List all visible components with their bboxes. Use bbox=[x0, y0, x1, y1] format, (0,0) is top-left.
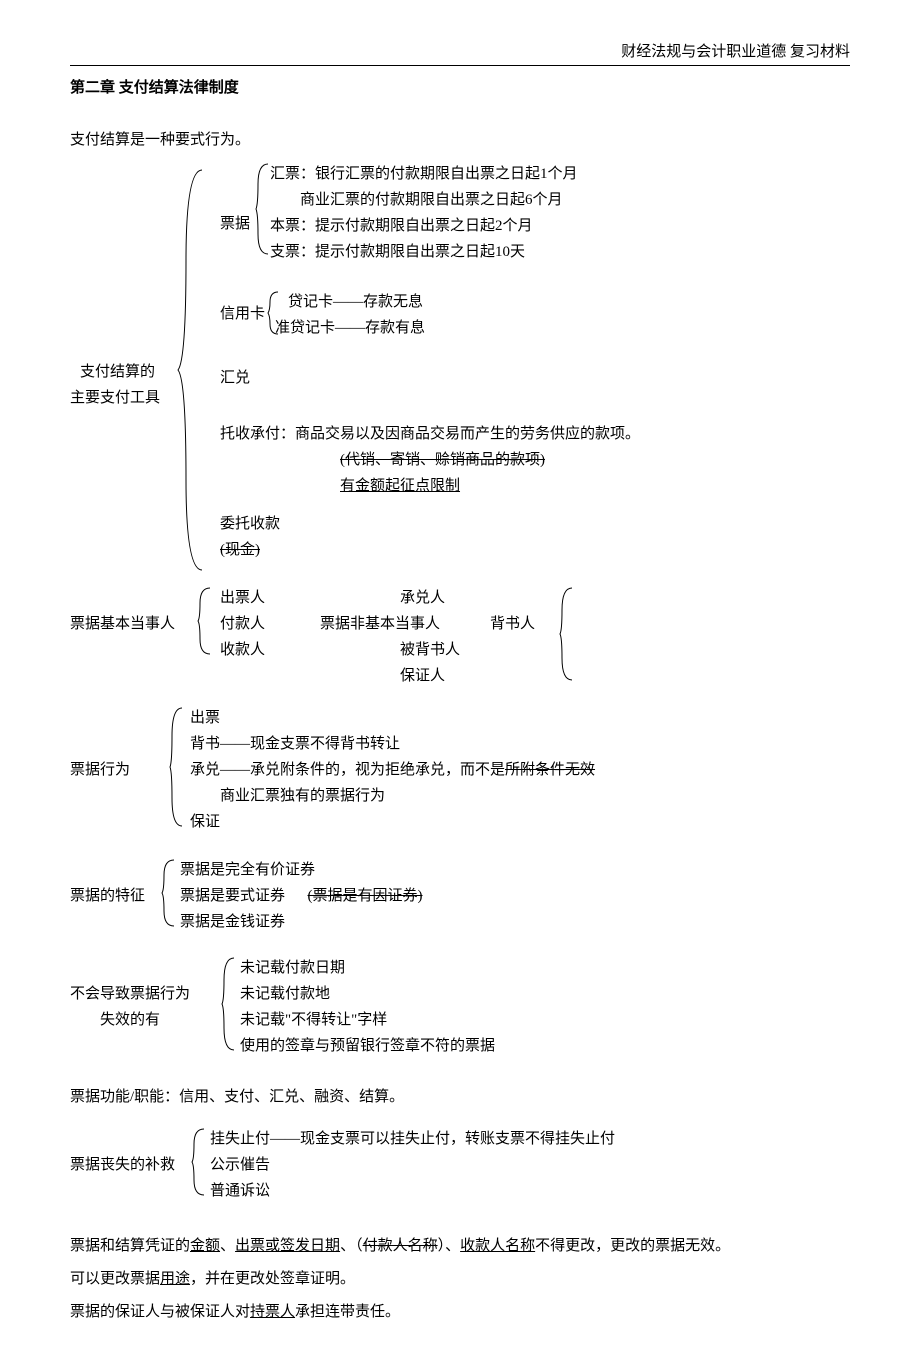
act4: 保证 bbox=[190, 810, 220, 831]
tools-label1: 支付结算的 bbox=[80, 360, 155, 381]
brace-noinv bbox=[222, 958, 238, 1050]
remedy2: 公示催告 bbox=[210, 1153, 270, 1174]
brace-feat bbox=[162, 860, 178, 926]
chapter-title: 第二章 支付结算法律制度 bbox=[70, 76, 850, 97]
act3: 承兑——承兑附条件的，视为拒绝承兑，而不是所附条件无效 bbox=[190, 758, 595, 779]
nb2: 背书人 bbox=[490, 612, 535, 633]
feat1: 票据是完全有价证券 bbox=[180, 858, 315, 879]
huipiao-line2: 商业汇票的付款期限自出票之日起6个月 bbox=[300, 188, 563, 209]
remedy3: 普通诉讼 bbox=[210, 1179, 270, 1200]
bottom-line2: 可以更改票据用途，并在更改处签章证明。 bbox=[70, 1266, 850, 1293]
zhipiao-line: 支票：提示付款期限自出票之日起10天 bbox=[270, 240, 525, 261]
acts-label: 票据行为 bbox=[70, 758, 130, 779]
huipiao-line1: 汇票：银行汇票的付款期限自出票之日起1个月 bbox=[270, 162, 578, 183]
feat-label: 票据的特征 bbox=[70, 884, 145, 905]
xinyongka-label: 信用卡 bbox=[220, 302, 265, 323]
page-header: 财经法规与会计职业道德 复习材料 bbox=[70, 40, 850, 61]
noinv-label2: 失效的有 bbox=[100, 1008, 160, 1029]
zhundaiji-line: 准贷记卡——存款有息 bbox=[275, 316, 425, 337]
noinv3: 未记载"不得转让"字样 bbox=[240, 1008, 387, 1029]
weituo-cash: (现金) bbox=[220, 538, 260, 559]
brace-remedy bbox=[192, 1129, 208, 1195]
benpiao-line: 本票：提示付款期限自出票之日起2个月 bbox=[270, 214, 533, 235]
nb4: 保证人 bbox=[400, 664, 445, 685]
huidui-label: 汇兑 bbox=[220, 366, 250, 387]
nonbasic-label: 票据非基本当事人 bbox=[320, 612, 440, 633]
basic2: 付款人 bbox=[220, 612, 265, 633]
bottom-line1: 票据和结算凭证的金额、出票或签发日期、（付款人名称）、收款人名称不得更改，更改的… bbox=[70, 1233, 850, 1260]
noinv2: 未记载付款地 bbox=[240, 982, 330, 1003]
noinv-label1: 不会导致票据行为 bbox=[70, 982, 190, 1003]
piaoju-label: 票据 bbox=[220, 212, 250, 233]
act3-sub: 商业汇票独有的票据行为 bbox=[220, 784, 385, 805]
noinv4: 使用的签章与预留银行签章不符的票据 bbox=[240, 1034, 495, 1055]
remedy-label: 票据丧失的补救 bbox=[70, 1153, 175, 1174]
nb3: 被背书人 bbox=[400, 638, 460, 659]
functions-line: 票据功能/职能：信用、支付、汇兑、融资、结算。 bbox=[70, 1084, 850, 1111]
brace-acts bbox=[170, 708, 186, 826]
tools-label2: 主要支付工具 bbox=[70, 386, 160, 407]
daijika-line: 贷记卡——存款无息 bbox=[288, 290, 423, 311]
tuoshou-limit: 有金额起征点限制 bbox=[340, 474, 460, 495]
weituo-label: 委托收款 bbox=[220, 512, 280, 533]
nb1: 承兑人 bbox=[400, 586, 445, 607]
act2: 背书——现金支票不得背书转让 bbox=[190, 732, 400, 753]
tuoshou-line: 托收承付：商品交易以及因商品交易而产生的劳务供应的款项。 bbox=[220, 422, 640, 443]
brace-nonbasic bbox=[560, 588, 576, 680]
tuoshou-strike: (代销、寄销、赊销商品的款项) bbox=[340, 448, 545, 469]
feat2: 票据是要式证券 (票据是有因证券) bbox=[180, 884, 423, 905]
basic-label: 票据基本当事人 bbox=[70, 612, 175, 633]
bottom-line3: 票据的保证人与被保证人对持票人承担连带责任。 bbox=[70, 1299, 850, 1326]
intro-line: 支付结算是一种要式行为。 bbox=[70, 127, 850, 154]
basic3: 收款人 bbox=[220, 638, 265, 659]
noinv1: 未记载付款日期 bbox=[240, 956, 345, 977]
header-rule bbox=[70, 65, 850, 66]
remedy1: 挂失止付——现金支票可以挂失止付，转账支票不得挂失止付 bbox=[210, 1127, 615, 1148]
act1: 出票 bbox=[190, 706, 220, 727]
brace-basic bbox=[198, 588, 214, 654]
basic1: 出票人 bbox=[220, 586, 265, 607]
feat3: 票据是金钱证券 bbox=[180, 910, 285, 931]
